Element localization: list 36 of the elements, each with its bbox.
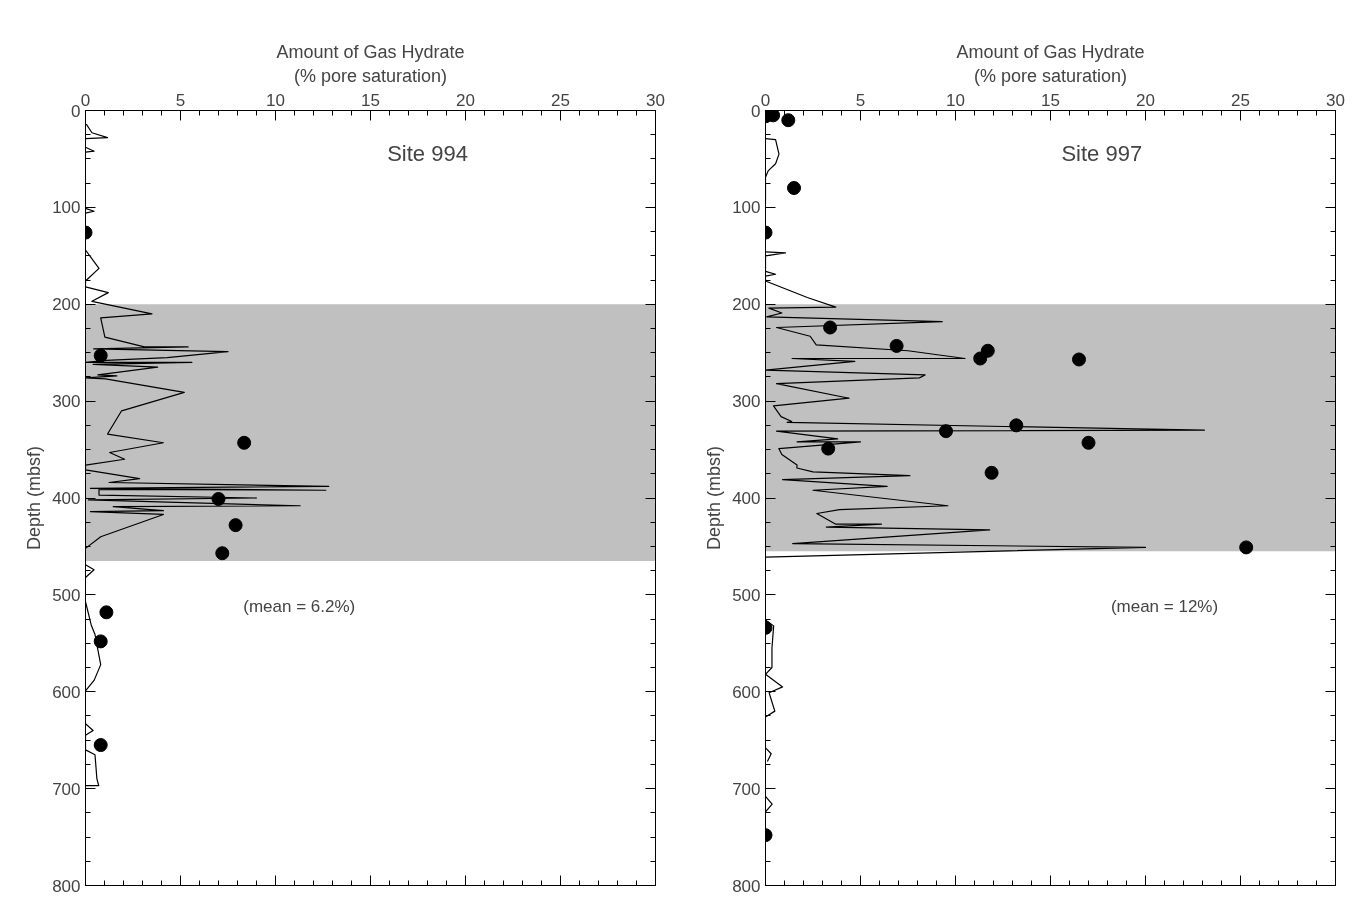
y-tick-label: 200 xyxy=(732,295,761,315)
x-tick-label: 15 xyxy=(1041,90,1060,110)
x-tick-label: 20 xyxy=(456,90,475,110)
y-tick-label: 800 xyxy=(52,876,81,896)
y-tick-label: 100 xyxy=(52,198,81,218)
x-tick-label: 30 xyxy=(1326,90,1345,110)
y-tick-label: 800 xyxy=(732,876,761,896)
annotation: (mean = 6.2%) xyxy=(243,597,356,616)
y-axis-title: Depth (mbsf) xyxy=(24,445,45,551)
x-tick-label: 10 xyxy=(946,90,965,110)
y-tick-label: 400 xyxy=(732,489,761,508)
x-tick-label: 30 xyxy=(646,90,665,110)
y-tick-label: 200 xyxy=(52,295,81,315)
y-tick-label: 700 xyxy=(732,779,761,799)
annotation: Site 994 xyxy=(387,141,468,167)
x-tick-label: 25 xyxy=(551,90,570,110)
x-tick-label: 5 xyxy=(175,90,186,110)
y-axis-title: Depth (mbsf) xyxy=(704,445,725,551)
annotation: (mean = 12%) xyxy=(1110,597,1219,616)
x-tick-label: 15 xyxy=(361,90,380,110)
x-tick-label: 20 xyxy=(1136,90,1155,110)
x-tick-label: 5 xyxy=(855,90,866,110)
y-tick-label: 300 xyxy=(52,392,81,412)
x-axis-title: Amount of Gas Hydrate (% pore saturation) xyxy=(956,41,1145,86)
y-tick-label: 400 xyxy=(52,489,81,508)
y-tick-label: 500 xyxy=(732,585,761,605)
x-tick-label: 10 xyxy=(266,90,285,110)
y-tick-label: 500 xyxy=(52,585,81,605)
x-axis-title: Amount of Gas Hydrate (% pore saturation) xyxy=(276,41,465,86)
y-tick-label: 700 xyxy=(52,779,81,799)
y-tick-label: 600 xyxy=(52,682,81,702)
y-tick-label: 300 xyxy=(732,392,761,412)
x-tick-label: 25 xyxy=(1231,90,1250,110)
y-tick-label: 100 xyxy=(732,198,761,218)
y-tick-label: 600 xyxy=(732,682,761,702)
annotation: Site 997 xyxy=(1061,141,1143,167)
